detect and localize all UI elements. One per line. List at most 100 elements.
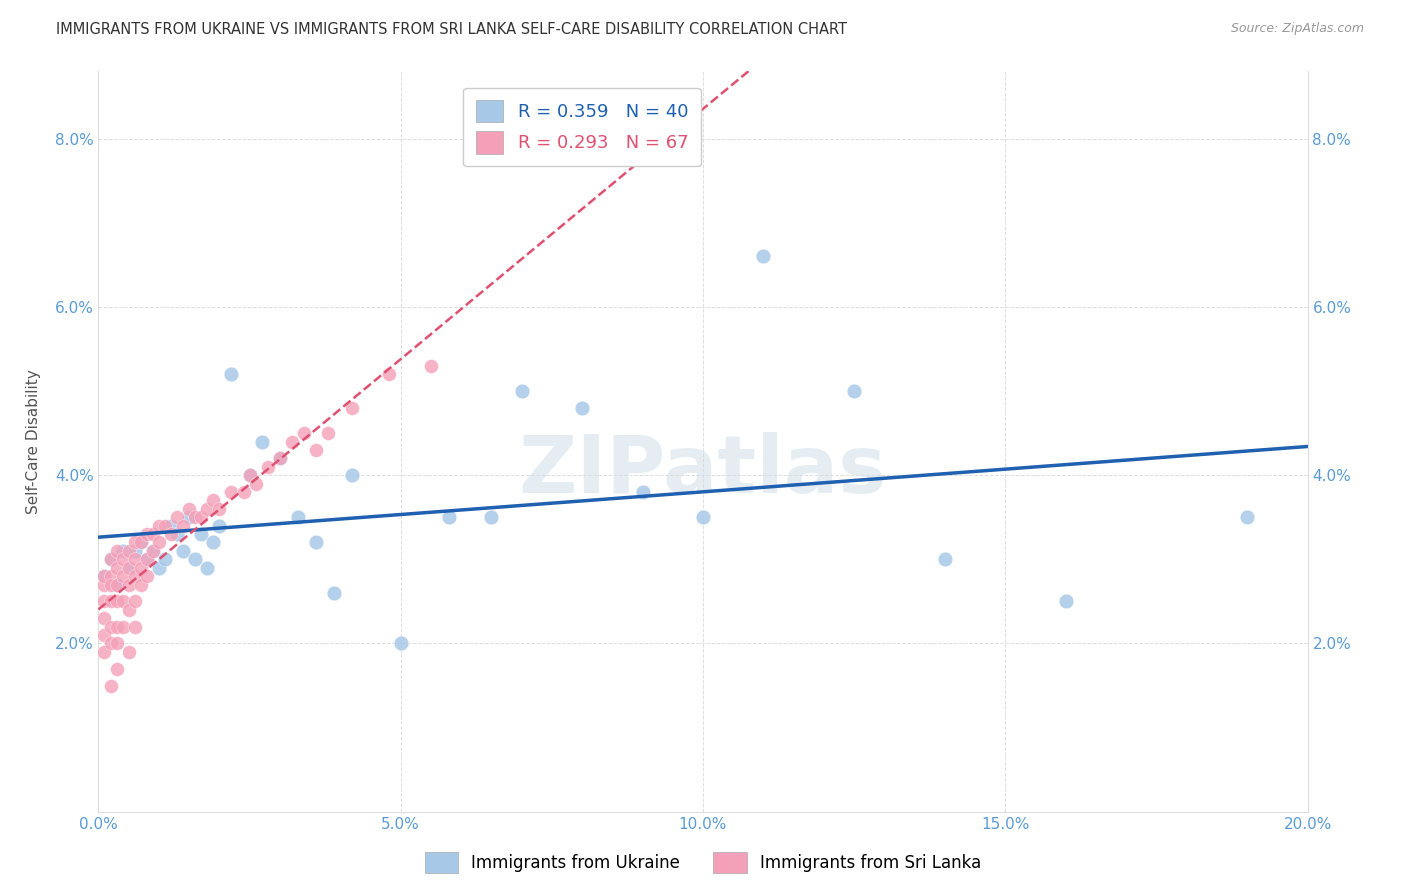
Point bbox=[93, 569, 115, 583]
Point bbox=[631, 485, 654, 500]
Point bbox=[239, 468, 262, 483]
Point bbox=[184, 510, 207, 524]
Point bbox=[208, 518, 231, 533]
Point bbox=[153, 552, 176, 566]
Point bbox=[118, 645, 141, 659]
Point bbox=[221, 485, 243, 500]
Point bbox=[124, 594, 146, 608]
Point bbox=[420, 359, 443, 373]
Point bbox=[281, 434, 304, 449]
Text: Source: ZipAtlas.com: Source: ZipAtlas.com bbox=[1230, 22, 1364, 36]
Point bbox=[93, 611, 115, 625]
Point bbox=[377, 368, 399, 382]
Point bbox=[111, 552, 134, 566]
Point bbox=[1236, 510, 1258, 524]
Point bbox=[135, 527, 157, 541]
Point bbox=[105, 577, 128, 591]
Y-axis label: Self-Care Disability: Self-Care Disability bbox=[25, 369, 41, 514]
Point bbox=[166, 527, 188, 541]
Point bbox=[160, 527, 183, 541]
Point bbox=[190, 527, 212, 541]
Point bbox=[100, 569, 122, 583]
Point bbox=[148, 535, 170, 549]
Point bbox=[232, 485, 254, 500]
Point bbox=[129, 535, 152, 549]
Point bbox=[153, 518, 176, 533]
Text: IMMIGRANTS FROM UKRAINE VS IMMIGRANTS FROM SRI LANKA SELF-CARE DISABILITY CORREL: IMMIGRANTS FROM UKRAINE VS IMMIGRANTS FR… bbox=[56, 22, 848, 37]
Point bbox=[105, 544, 128, 558]
Point bbox=[100, 577, 122, 591]
Point bbox=[118, 603, 141, 617]
Point bbox=[135, 569, 157, 583]
Point bbox=[844, 384, 866, 398]
Point bbox=[208, 501, 231, 516]
Point bbox=[172, 544, 194, 558]
Point bbox=[100, 552, 122, 566]
Point bbox=[481, 510, 503, 524]
Point bbox=[172, 518, 194, 533]
Point bbox=[93, 569, 115, 583]
Point bbox=[437, 510, 460, 524]
Legend: R = 0.359   N = 40, R = 0.293   N = 67: R = 0.359 N = 40, R = 0.293 N = 67 bbox=[464, 87, 700, 166]
Point bbox=[292, 426, 315, 441]
Text: ZIPatlas: ZIPatlas bbox=[519, 432, 887, 510]
Point bbox=[129, 560, 152, 574]
Point bbox=[184, 552, 207, 566]
Point bbox=[105, 594, 128, 608]
Point bbox=[160, 518, 183, 533]
Point bbox=[389, 636, 412, 650]
Point bbox=[135, 552, 157, 566]
Point bbox=[316, 426, 339, 441]
Legend: Immigrants from Ukraine, Immigrants from Sri Lanka: Immigrants from Ukraine, Immigrants from… bbox=[418, 846, 988, 880]
Point bbox=[148, 518, 170, 533]
Point bbox=[179, 501, 201, 516]
Point bbox=[129, 577, 152, 591]
Point bbox=[934, 552, 956, 566]
Point bbox=[305, 535, 328, 549]
Point bbox=[342, 468, 364, 483]
Point bbox=[245, 476, 267, 491]
Point bbox=[752, 249, 775, 264]
Point bbox=[195, 560, 218, 574]
Point bbox=[111, 569, 134, 583]
Point bbox=[239, 468, 262, 483]
Point bbox=[195, 501, 218, 516]
Point bbox=[287, 510, 309, 524]
Point bbox=[111, 619, 134, 633]
Point bbox=[93, 628, 115, 642]
Point bbox=[100, 636, 122, 650]
Point bbox=[129, 535, 152, 549]
Point bbox=[105, 619, 128, 633]
Point bbox=[250, 434, 273, 449]
Point bbox=[342, 401, 364, 415]
Point bbox=[118, 560, 141, 574]
Point bbox=[179, 510, 201, 524]
Point bbox=[105, 636, 128, 650]
Point bbox=[166, 510, 188, 524]
Point bbox=[111, 594, 134, 608]
Point bbox=[323, 586, 346, 600]
Point bbox=[93, 577, 115, 591]
Point bbox=[111, 544, 134, 558]
Point bbox=[100, 679, 122, 693]
Point bbox=[118, 577, 141, 591]
Point bbox=[202, 535, 225, 549]
Point bbox=[190, 510, 212, 524]
Point bbox=[100, 552, 122, 566]
Point bbox=[118, 544, 141, 558]
Point bbox=[692, 510, 714, 524]
Point bbox=[510, 384, 533, 398]
Point bbox=[202, 493, 225, 508]
Point bbox=[124, 569, 146, 583]
Point bbox=[124, 535, 146, 549]
Point bbox=[221, 368, 243, 382]
Point bbox=[1054, 594, 1077, 608]
Point bbox=[100, 619, 122, 633]
Point bbox=[124, 552, 146, 566]
Point bbox=[269, 451, 291, 466]
Point bbox=[105, 577, 128, 591]
Point bbox=[93, 645, 115, 659]
Point bbox=[142, 527, 165, 541]
Point bbox=[100, 594, 122, 608]
Point bbox=[105, 662, 128, 676]
